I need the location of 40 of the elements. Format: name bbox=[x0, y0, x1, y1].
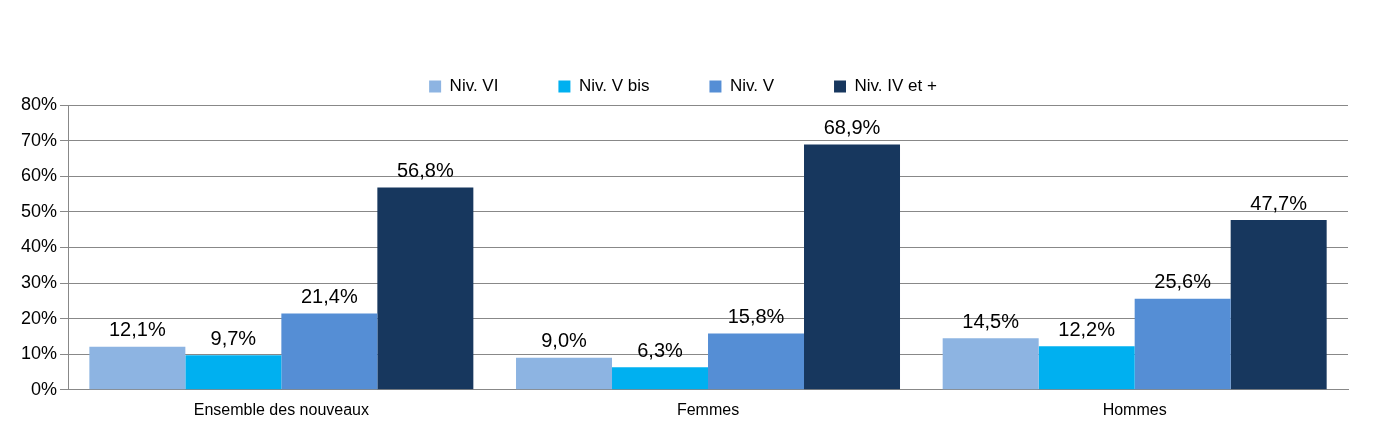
bar bbox=[942, 338, 1039, 390]
bar bbox=[1134, 298, 1231, 390]
bar bbox=[708, 333, 805, 390]
data-label: 14,5% bbox=[962, 309, 1020, 332]
y-tick-label: 0% bbox=[31, 378, 58, 399]
data-label: 6,3% bbox=[637, 338, 684, 361]
data-label: 56,8% bbox=[396, 159, 454, 182]
data-label: 68,9% bbox=[823, 116, 881, 139]
x-tick-label: Hommes bbox=[1102, 400, 1167, 418]
bar bbox=[1038, 346, 1135, 390]
legend-label: Niv. IV et + bbox=[854, 76, 937, 96]
bar bbox=[804, 144, 901, 390]
data-label: 12,2% bbox=[1058, 317, 1116, 340]
bar bbox=[185, 355, 282, 390]
y-tick-label: 30% bbox=[21, 271, 58, 292]
y-tick-label: 20% bbox=[21, 307, 58, 328]
data-label: 12,1% bbox=[109, 318, 166, 341]
y-tick-label: 40% bbox=[21, 236, 58, 257]
y-tick-label: 10% bbox=[21, 343, 58, 364]
y-tick-label: 70% bbox=[21, 129, 58, 150]
data-label: 9,0% bbox=[541, 329, 588, 352]
x-tick-label: Ensemble des nouveaux bbox=[193, 400, 369, 418]
bar bbox=[612, 367, 709, 390]
bar bbox=[89, 346, 186, 390]
data-label: 25,6% bbox=[1154, 270, 1212, 293]
data-label: 9,7% bbox=[210, 326, 257, 349]
bar bbox=[516, 357, 613, 390]
bar bbox=[377, 187, 474, 390]
data-label: 21,4% bbox=[300, 285, 358, 308]
x-tick-label: Femmes bbox=[676, 400, 740, 418]
data-label: 15,8% bbox=[727, 305, 785, 328]
bar bbox=[281, 313, 378, 390]
y-tick-label: 80% bbox=[21, 93, 58, 114]
legend-label: Niv. V bbox=[729, 76, 775, 96]
y-tick-label: 50% bbox=[21, 200, 58, 221]
y-tick-label: 60% bbox=[21, 165, 58, 186]
bar bbox=[1230, 219, 1327, 390]
legend-label: Niv. V bis bbox=[578, 76, 650, 96]
legend-label: Niv. VI bbox=[449, 76, 499, 96]
data-label: 47,7% bbox=[1250, 191, 1308, 214]
